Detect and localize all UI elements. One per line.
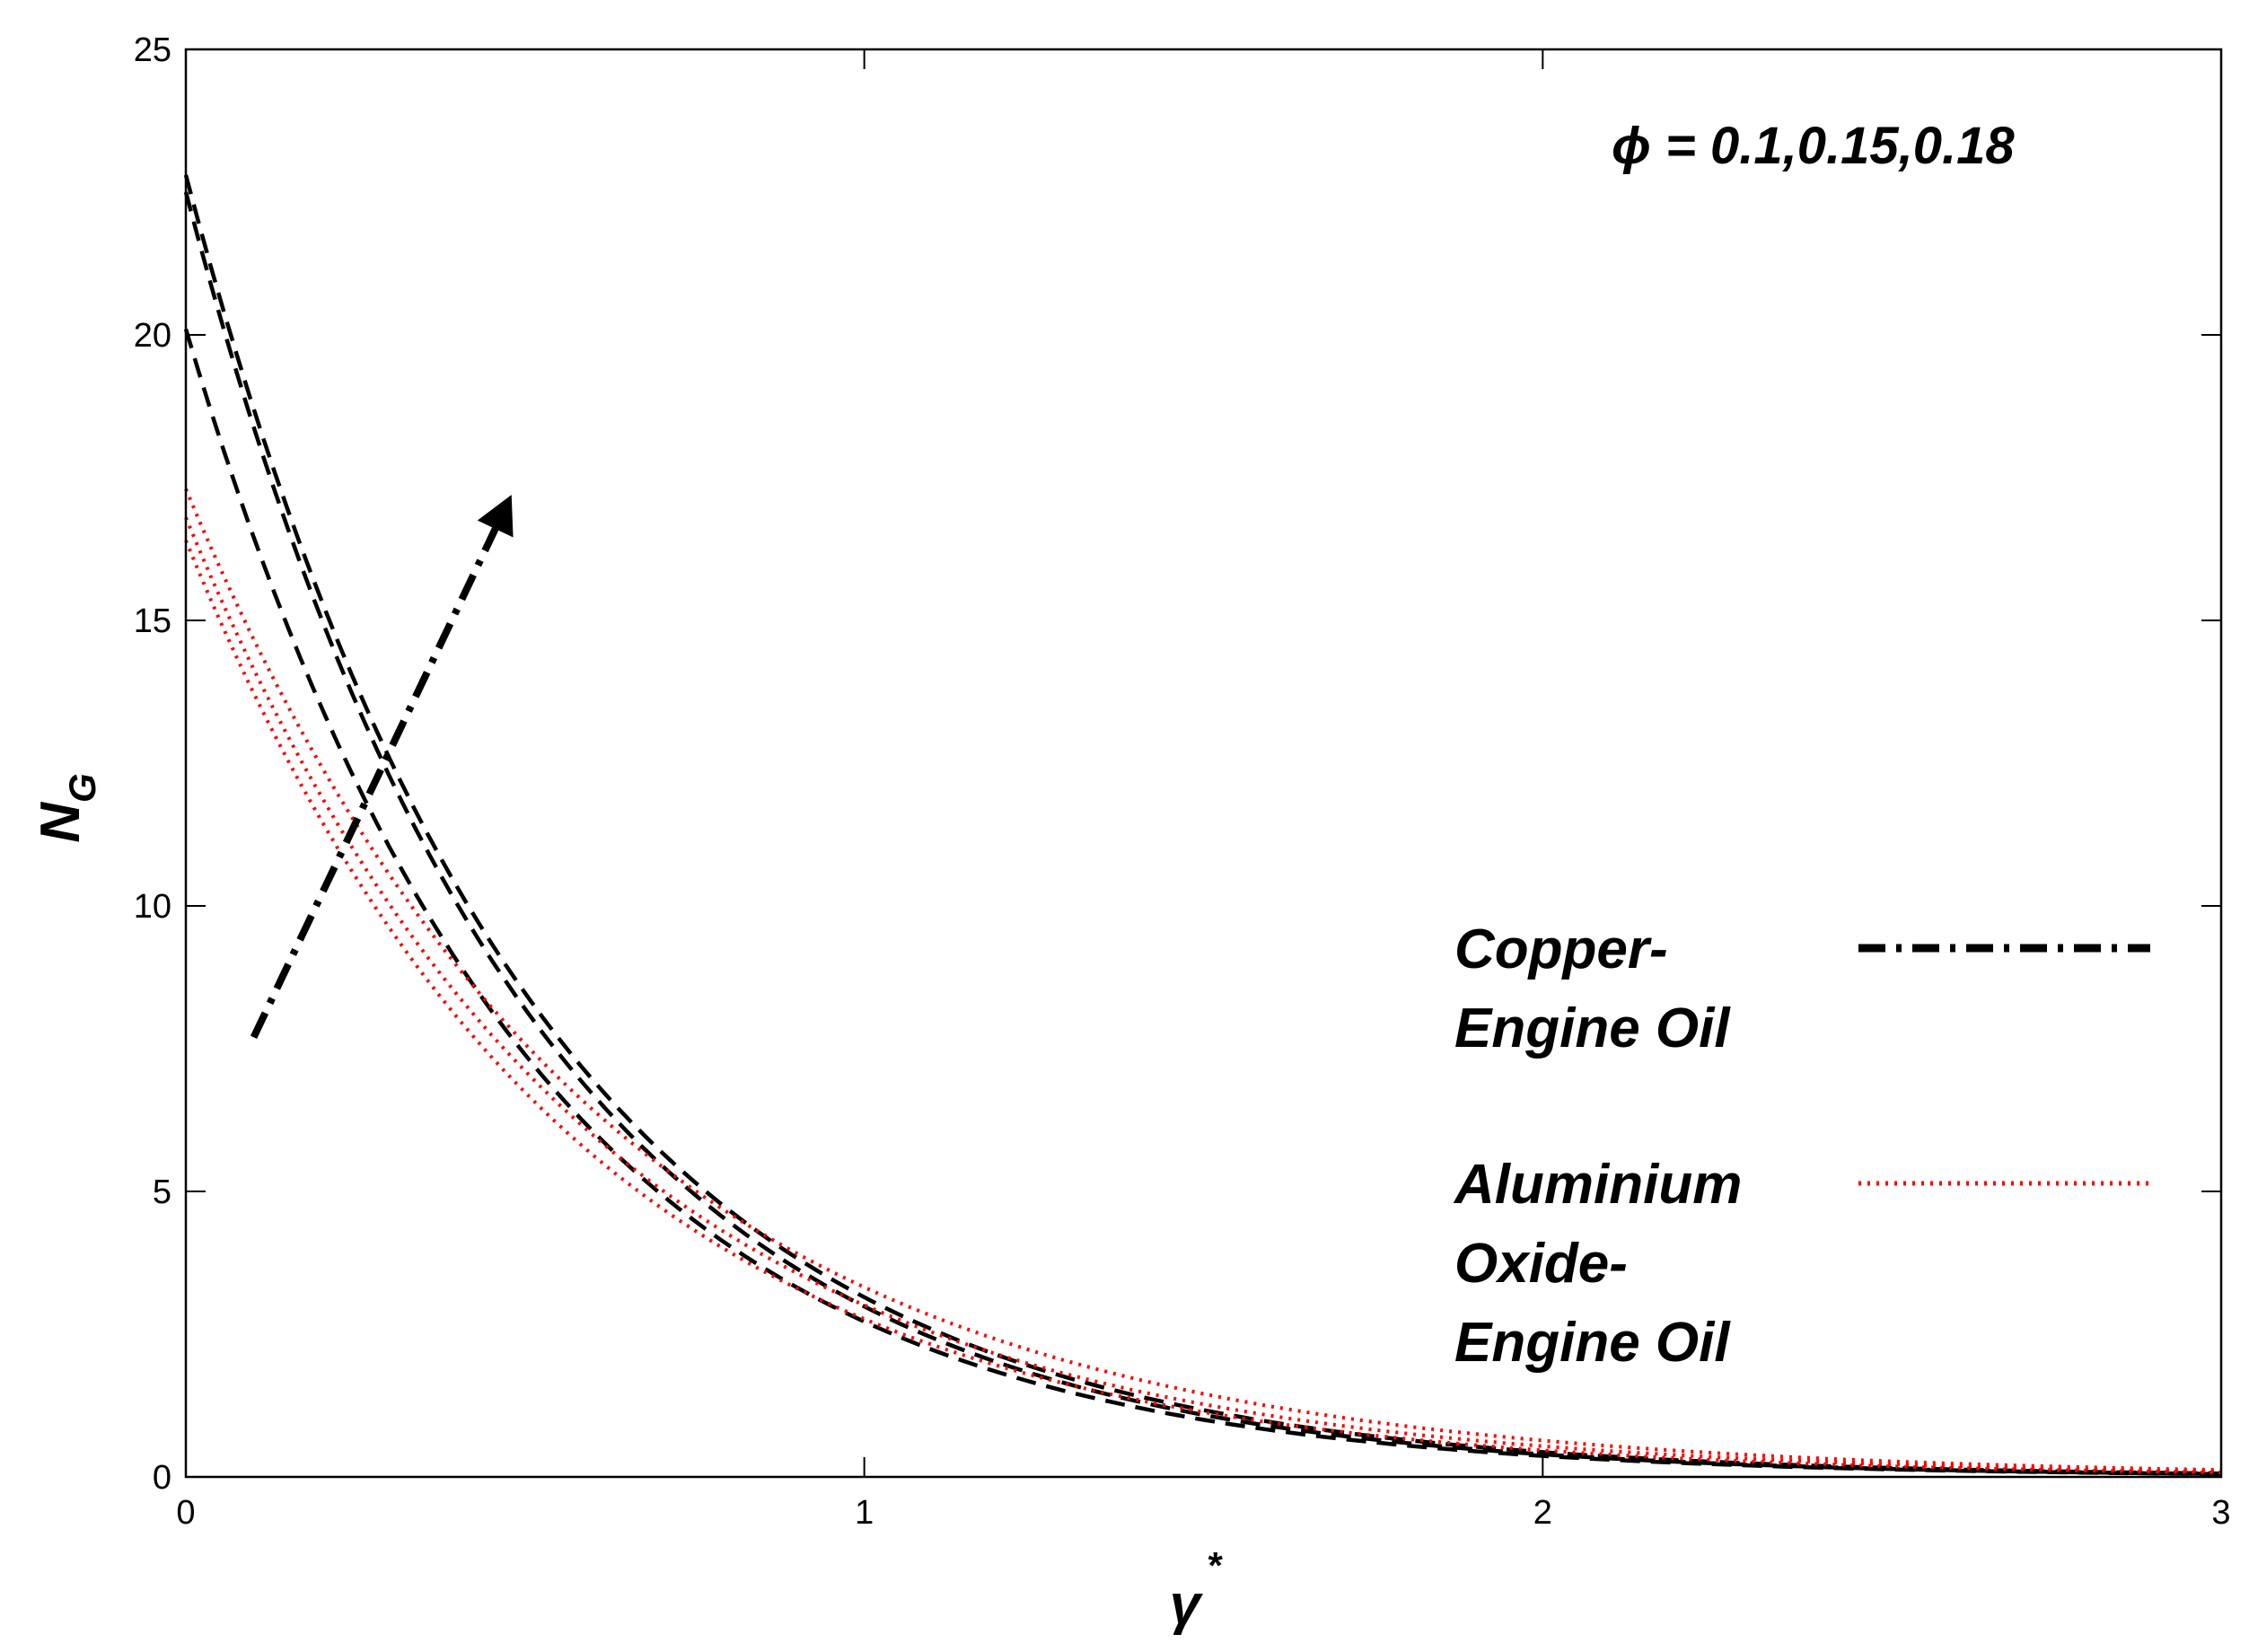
legend-label-line: Engine Oil — [1454, 1312, 1731, 1374]
phi-arrow-layer — [250, 495, 514, 1039]
y-tick-label: 25 — [134, 31, 171, 69]
y-tick-label: 15 — [134, 602, 171, 640]
series-line-3 — [183, 174, 2222, 1476]
x-tick-label: 2 — [1533, 1494, 1552, 1532]
legend-label-line: Copper- — [1454, 918, 1668, 980]
svg-text:NG: NG — [30, 773, 103, 842]
x-tick-label: 0 — [176, 1494, 195, 1532]
y-tick-label: 20 — [134, 317, 171, 355]
legend-label-line: Oxide- — [1454, 1233, 1628, 1295]
y-axis-title-main: N — [30, 802, 92, 843]
axes-layer — [184, 48, 2223, 1479]
y-tick-label: 0 — [153, 1459, 171, 1497]
x-axis-title-main: γ — [1170, 1574, 1204, 1636]
phi-arrow-shaft — [250, 527, 499, 1039]
y-axis-title: NG — [30, 773, 103, 842]
x-tick-label: 3 — [2211, 1494, 2230, 1532]
y-tick-label: 10 — [134, 888, 171, 926]
tick-layer: 0 1 2 3 0 5 10 15 20 25 — [134, 31, 2231, 1532]
legend: Copper- Engine Oil Aluminium Oxide- Engine O… — [1453, 918, 2150, 1374]
x-tick-label: 1 — [855, 1494, 874, 1532]
legend-label-line: Aluminium — [1453, 1154, 1742, 1216]
plot-frame — [184, 48, 2223, 1479]
x-axis-title: γ * — [1170, 1544, 1223, 1636]
y-axis-title-subscript: G — [61, 773, 103, 803]
legend-label-line: Engine Oil — [1454, 997, 1731, 1059]
x-axis-title-superscript: * — [1207, 1544, 1223, 1586]
y-tick-label: 5 — [153, 1173, 171, 1211]
phi-arrow-head — [477, 495, 514, 538]
annotation-phi: ϕ = 0.1,0.15,0.18 — [1612, 117, 2015, 175]
series-layer — [183, 174, 2222, 1477]
